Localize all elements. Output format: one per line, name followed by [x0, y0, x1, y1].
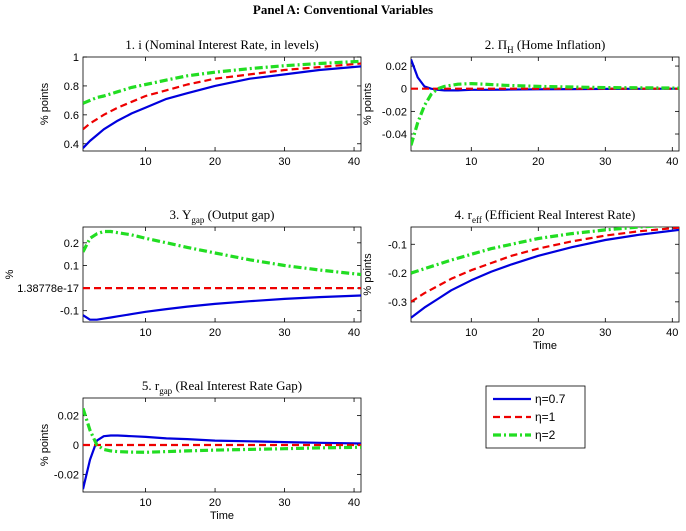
series-line-1 [411, 228, 679, 319]
y-axis-label: % points [39, 423, 51, 466]
x-tick-label: 20 [532, 156, 544, 168]
subplot-title: 4. reff (Efficient Real Interest Rate) [455, 207, 636, 225]
axes-box [82, 226, 362, 323]
title-subscript: eff [472, 215, 482, 225]
subplot-title: 3. Ygap (Output gap) [170, 207, 275, 225]
title-description: (Home Inflation) [514, 37, 606, 52]
y-axis-label: % points [362, 82, 374, 125]
series-line-1 [83, 65, 361, 149]
title-subscript: gap [159, 386, 172, 396]
series-group [411, 58, 679, 146]
legend-label: η=2 [535, 428, 556, 442]
x-tick-label: 20 [532, 327, 544, 339]
y-tick-label: -0.04 [382, 129, 407, 141]
x-tick-label: 30 [599, 327, 611, 339]
x-tick-label: 40 [348, 327, 360, 339]
x-tick-label: 40 [348, 156, 360, 168]
y-tick-label: -0.02 [382, 106, 407, 118]
y-tick-label: -0.02 [54, 469, 79, 481]
y-axis-label: % [4, 269, 16, 279]
y-tick-label: -0.3 [388, 297, 407, 309]
figure-title: Panel A: Conventional Variables [253, 2, 433, 17]
x-tick-label: 40 [666, 156, 678, 168]
y-tick-label: 0.1 [64, 260, 79, 272]
x-tick-label: 10 [465, 156, 477, 168]
legend-entry: η=2 [493, 428, 556, 442]
y-tick-label: -0.1 [60, 306, 79, 318]
y-tick-label: -0.2 [388, 268, 407, 280]
legend-entry: η=1 [493, 410, 556, 424]
series-line-3 [83, 59, 361, 105]
x-axis-label: Time [533, 340, 557, 352]
x-axis-label: Time [210, 510, 234, 522]
title-description: (Nominal Interest Rate, in levels) [142, 37, 319, 52]
subplot-5: 5. rgap (Real Interest Rate Gap) 10 20 30 40… [39, 378, 362, 522]
x-tick-label: 10 [139, 156, 151, 168]
title-main: 1. i [125, 37, 142, 52]
x-tick-label: 20 [209, 327, 221, 339]
legend: η=0.7 η=1 η=2 [485, 385, 586, 449]
title-description: (Output gap) [204, 207, 274, 222]
legend-label: η=1 [535, 410, 556, 424]
axes-box [410, 56, 680, 152]
y-tick-label: -0.1 [388, 239, 407, 251]
x-tick-label: 30 [278, 497, 290, 509]
y-tick-label: 0.2 [64, 238, 79, 250]
x-tick-label: 40 [348, 497, 360, 509]
y-tick-label: 0.4 [64, 139, 79, 151]
series-line-1 [83, 434, 361, 490]
axes-box [82, 56, 362, 152]
y-axis-label: % points [362, 253, 374, 296]
legend-box [485, 385, 586, 449]
title-description: (Efficient Real Interest Rate) [482, 207, 636, 222]
y-tick-label: 1.38778e-17 [17, 283, 79, 295]
y-tick-label: 0.02 [386, 61, 407, 73]
subplot-title: 2. ΠH (Home Inflation) [485, 37, 606, 55]
x-tick-label: 40 [666, 327, 678, 339]
y-axis-label: % points [39, 82, 51, 125]
subplot-3: 3. Ygap (Output gap) 10 20 30 40 -0.1 1.38778e… [4, 207, 362, 339]
y-tick-label: 1 [73, 52, 79, 64]
subplot-2: 2. ΠH (Home Inflation) 10 20 30 40 -0.04 -0.02… [362, 37, 680, 168]
title-description: (Real Interest Rate Gap) [172, 378, 302, 393]
subplot-title: 5. rgap (Real Interest Rate Gap) [142, 378, 302, 396]
title-subscript: H [507, 45, 514, 55]
subplot-1: 1. i (Nominal Interest Rate, in levels)1… [39, 37, 362, 168]
subplot-title: 1. i (Nominal Interest Rate, in levels) [125, 37, 319, 52]
title-main: 5. r [142, 378, 160, 393]
legend-entry: η=0.7 [493, 392, 566, 406]
x-tick-label: 30 [599, 156, 611, 168]
y-tick-label: 0.6 [64, 110, 79, 122]
x-tick-label: 10 [465, 327, 477, 339]
series-line-1 [83, 294, 361, 321]
series-line-3 [411, 81, 679, 146]
x-tick-label: 30 [278, 156, 290, 168]
subplot-4: 4. reff (Efficient Real Interest Rate) 10… [362, 207, 680, 352]
title-subscript: gap [191, 215, 204, 225]
axes-box [410, 226, 680, 323]
legend-label: η=0.7 [535, 392, 566, 406]
x-tick-label: 10 [139, 497, 151, 509]
title-main: 4. r [455, 207, 473, 222]
y-tick-label: 0 [73, 440, 79, 452]
title-main: 2. Π [485, 37, 507, 52]
x-tick-label: 20 [209, 497, 221, 509]
subplot-grid: 1. i (Nominal Interest Rate, in levels)1… [4, 37, 680, 522]
y-tick-label: 0.02 [58, 411, 79, 423]
y-tick-label: 0 [401, 84, 407, 96]
series-group [83, 229, 361, 321]
title-main: 3. Y [170, 207, 193, 222]
series-line-2 [83, 62, 361, 131]
x-tick-label: 20 [209, 156, 221, 168]
x-tick-label: 10 [139, 327, 151, 339]
series-group [83, 407, 361, 490]
series-line-3 [83, 229, 361, 277]
series-group [83, 59, 361, 149]
series-line-2 [411, 227, 679, 303]
series-group [411, 227, 679, 319]
x-tick-label: 30 [278, 327, 290, 339]
y-tick-label: 0.8 [64, 81, 79, 93]
